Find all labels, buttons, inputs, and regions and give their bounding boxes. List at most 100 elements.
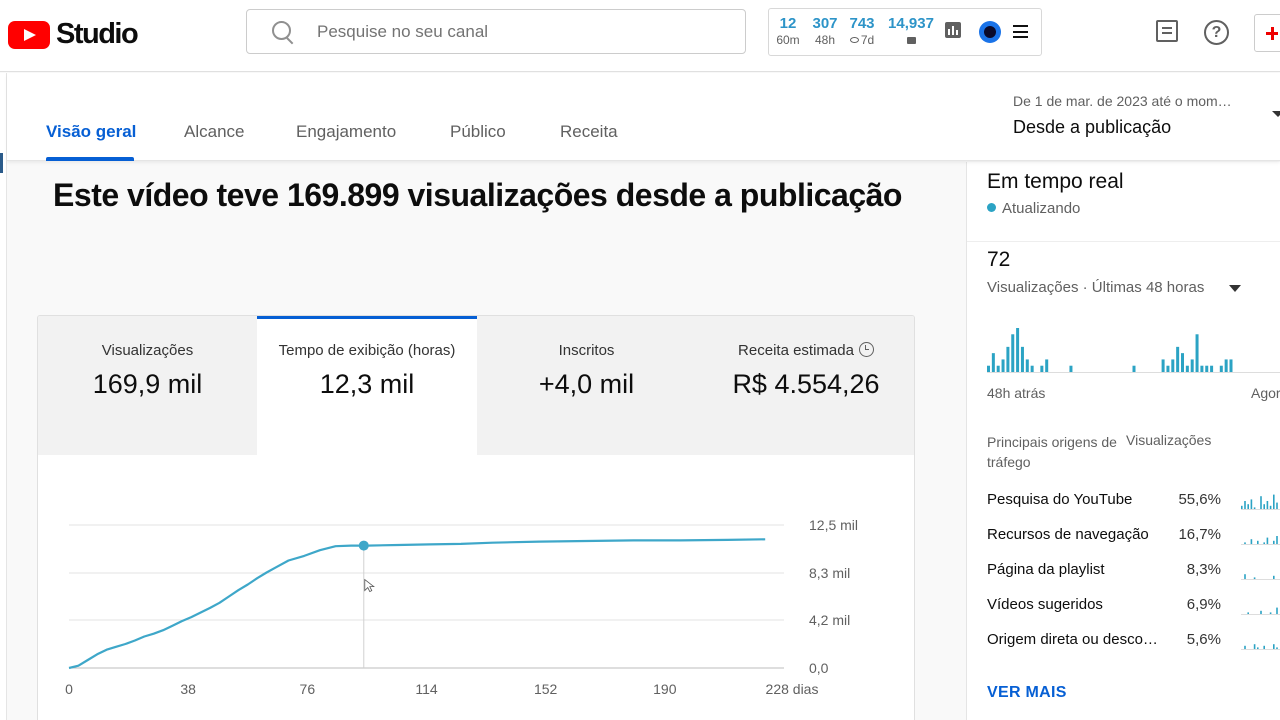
traffic-source-name: Pesquisa do YouTube [987, 491, 1133, 508]
metric-tab-views[interactable]: Visualizações 169,9 mil [38, 316, 258, 455]
create-button[interactable] [1254, 14, 1280, 52]
mouse-cursor-icon [364, 578, 375, 593]
realtime-bar [1069, 365, 1073, 372]
traffic-source-row[interactable]: Pesquisa do YouTube 55,6% [987, 491, 1280, 515]
date-range-selector[interactable]: De 1 de mar. de 2023 até o mom… Desde a … [1013, 93, 1248, 138]
sparkline-bar [1276, 607, 1278, 614]
realtime-bar [1016, 328, 1020, 372]
realtime-bar [1229, 359, 1233, 372]
see-more-link[interactable]: VER MAIS [987, 684, 1067, 701]
metric-tab-watch-time[interactable]: Tempo de exibição (horas) 12,3 mil [257, 316, 477, 455]
search-input[interactable] [317, 21, 717, 42]
sparkline-bar [1266, 501, 1269, 509]
x-tick-label: 0 [65, 681, 73, 697]
highlight-point [358, 540, 369, 551]
traffic-views-header: Visualizações [1126, 432, 1212, 448]
tab-engajamento[interactable]: Engajamento [296, 122, 397, 141]
sparkline-bar [1253, 577, 1256, 579]
live-dot-icon [987, 203, 996, 212]
realtime-bar [1210, 365, 1214, 372]
tab-publico[interactable]: Público [450, 122, 506, 141]
traffic-source-row[interactable]: Página da playlist 8,3% [987, 561, 1280, 585]
search-icon[interactable] [265, 10, 309, 54]
sparkline-bar [1269, 505, 1272, 509]
bar-chart-icon[interactable] [945, 22, 961, 38]
sparkline-bar [1253, 507, 1256, 509]
sparkline-bar [1244, 501, 1246, 509]
realtime-bar [1161, 359, 1165, 372]
tab-visao-geral[interactable]: Visão geral [46, 122, 137, 141]
sparkline-bar [1276, 502, 1278, 509]
stat-7d: 743 7d [845, 15, 879, 47]
x-tick-label: 228 dias [766, 681, 819, 697]
series-line [68, 538, 766, 670]
realtime-bar [1205, 365, 1209, 372]
x-tick-label: 76 [300, 681, 316, 697]
sparkline-bar [1260, 610, 1262, 614]
stat-label: 60m [776, 33, 800, 47]
sparkline-bar [1263, 542, 1265, 544]
watch-time-chart[interactable]: 12,5 mil 8,3 mil 4,2 mil 0,0 0 38 76 114 152 190 2… [38, 454, 915, 720]
x-tick-label: 190 [653, 681, 677, 697]
realtime-bar [1224, 359, 1228, 372]
realtime-bar [1006, 346, 1010, 372]
tab-receita[interactable]: Receita [560, 122, 618, 141]
tab-alcance[interactable]: Alcance [184, 122, 245, 141]
help-icon[interactable]: ? [1204, 20, 1229, 45]
realtime-status: Atualizando [987, 200, 1080, 217]
chevron-down-icon[interactable] [1272, 111, 1280, 117]
realtime-bar [1030, 365, 1034, 372]
studio-logo[interactable]: Studio [8, 18, 139, 51]
realtime-bar [1219, 365, 1223, 372]
sparkline-bar [1276, 647, 1278, 649]
realtime-bar [1020, 346, 1024, 372]
realtime-bar [1200, 365, 1204, 372]
divider [967, 241, 1280, 242]
realtime-bar [1176, 346, 1180, 372]
metric-value: R$ 4.554,26 [732, 369, 880, 399]
metric-label: Tempo de exibição (horas) [278, 342, 456, 359]
realtime-bar [991, 353, 995, 372]
realtime-bar [1171, 359, 1175, 372]
analytics-tabs-bar: Visão geral Alcance Engajamento Público … [7, 73, 1280, 161]
sparkline-bar [1244, 645, 1246, 649]
metric-tab-revenue[interactable]: Receita estimada R$ 4.554,26 [696, 316, 914, 455]
stat-value: 14,937 [888, 15, 934, 32]
traffic-source-row[interactable]: Origem direta ou desconhecida 5,6% [987, 631, 1280, 655]
date-range-label: Desde a publicação [1013, 117, 1172, 137]
active-tab-indicator [46, 157, 134, 161]
stats-extension-widget[interactable]: 12 60m 307 48h 743 7d 14,937 [768, 8, 1042, 56]
realtime-bar-chart[interactable] [987, 312, 1280, 374]
traffic-sparkline [1241, 607, 1280, 615]
realtime-bar [1011, 334, 1015, 372]
stat-label: 7d [845, 33, 879, 47]
traffic-source-name: Página da playlist [987, 561, 1105, 578]
metric-value: 169,9 mil [92, 369, 203, 399]
clock-icon[interactable] [858, 342, 874, 357]
traffic-sparkline [1241, 494, 1280, 510]
extension-logo-icon[interactable] [979, 21, 1001, 43]
traffic-source-row[interactable]: Recursos de navegação 16,7% [987, 526, 1280, 550]
eye-icon [849, 37, 859, 43]
x-tick-label: 114 [415, 681, 438, 697]
sparkline-bar [1263, 645, 1265, 649]
search-box[interactable] [246, 9, 746, 54]
metric-tab-subscribers[interactable]: Inscritos +4,0 mil [477, 316, 697, 455]
realtime-bar [1166, 365, 1170, 372]
y-tick-label: 8,3 mil [809, 565, 850, 581]
realtime-bar [1181, 353, 1184, 372]
feedback-icon[interactable] [1156, 20, 1178, 42]
date-range-detail: De 1 de mar. de 2023 até o mom… [1013, 93, 1232, 109]
traffic-source-row[interactable]: Vídeos sugeridos 6,9% [987, 596, 1280, 620]
traffic-source-header: Principais origens de tráfego [987, 434, 1117, 470]
sparkline-bar [1257, 647, 1259, 649]
sparkline-bar [1247, 612, 1249, 614]
realtime-metric-selector[interactable]: Visualizações · Últimas 48 horas [987, 279, 1205, 296]
stat-value: 743 [849, 15, 875, 32]
sparkline-bar [1273, 644, 1275, 649]
chevron-down-icon[interactable] [1229, 285, 1241, 292]
stat-label: 48h [814, 33, 836, 47]
sparkline-bar [1276, 536, 1278, 544]
menu-icon[interactable] [1013, 25, 1028, 38]
realtime-bar [987, 365, 990, 372]
